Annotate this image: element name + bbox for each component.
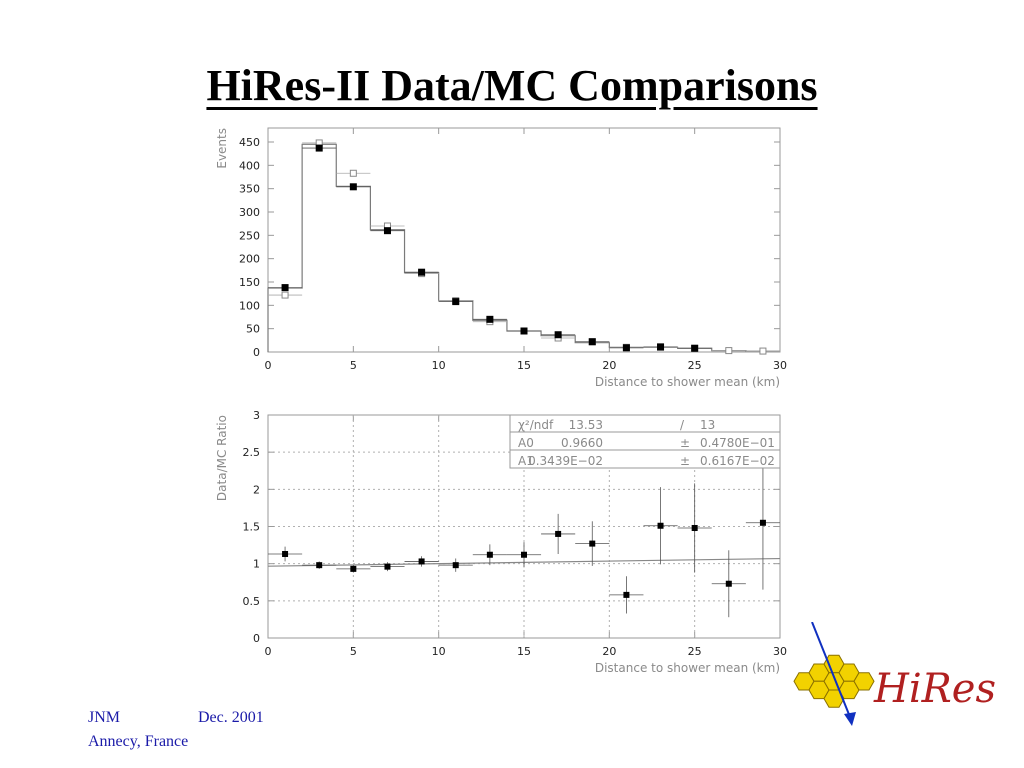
ratio-point — [691, 524, 698, 531]
data-point — [622, 344, 630, 352]
y-axis-label: Events — [215, 128, 229, 169]
footer-date: Dec. 2001 — [198, 709, 264, 726]
fit-stats-box: χ²/ndf 13.53 / 13 A0 0.9660 ±0.4780E−01 A10.343… — [509, 414, 781, 469]
ratio-point — [759, 519, 766, 526]
fit-stats-frame — [509, 414, 781, 469]
y-tick-label: 1.5 — [243, 521, 261, 534]
ratio-point — [282, 551, 289, 558]
y-tick-label: 3 — [253, 409, 260, 422]
data-point — [588, 338, 596, 346]
fit-stats-cell: 0.9660 — [561, 436, 603, 450]
slide-title: HiRes-II Data/MC Comparisons — [206, 61, 818, 110]
y-tick-label: 350 — [239, 183, 260, 196]
x-tick-label: 10 — [432, 359, 446, 372]
data-point — [554, 331, 562, 339]
fit-stats-cell: 0.3439E−02 — [528, 454, 603, 468]
y-tick-label: 450 — [239, 136, 260, 149]
y-tick-label: 0 — [253, 632, 260, 645]
fit-stats-cell: ± — [680, 436, 690, 450]
x-axis-label: Distance to shower mean (km) — [595, 661, 780, 675]
ratio-point — [316, 562, 323, 569]
ratio-point — [555, 530, 562, 537]
logo-text: HiRes — [873, 666, 996, 712]
data-point — [452, 298, 460, 306]
x-axis-label: Distance to shower mean (km) — [595, 375, 780, 389]
mc-point — [349, 169, 357, 177]
x-tick-label: 20 — [602, 645, 616, 658]
x-tick-label: 10 — [432, 645, 446, 658]
ratio-point — [384, 563, 391, 570]
mc-point — [281, 291, 289, 299]
hires-logo: HiRes — [793, 622, 996, 726]
plot-frame — [267, 127, 781, 353]
mc-histogram-line — [267, 143, 780, 352]
data-point — [657, 343, 665, 351]
ratio-point — [657, 522, 664, 529]
data-point — [281, 284, 289, 292]
y-tick-label: 100 — [239, 299, 260, 312]
x-tick-label: 5 — [350, 359, 357, 372]
footer-author: JNM — [88, 709, 121, 726]
y-tick-label: 200 — [239, 253, 260, 266]
ratio-point — [623, 591, 630, 598]
fit-stats-cell: 13.53 — [569, 418, 603, 432]
x-tick-label: 0 — [265, 645, 272, 658]
x-tick-label: 30 — [773, 645, 787, 658]
y-tick-label: 150 — [239, 276, 260, 289]
data-point — [486, 315, 494, 323]
fit-stats-cell: 0.4780E−01 — [700, 436, 775, 450]
y-axis-label: Data/MC Ratio — [215, 415, 229, 501]
x-tick-label: 5 — [350, 645, 357, 658]
y-tick-label: 2.5 — [243, 446, 261, 459]
data-point — [383, 227, 391, 235]
y-tick-label: 400 — [239, 159, 260, 172]
data-point — [520, 327, 528, 335]
fit-stats-cell: A0 — [518, 436, 534, 450]
y-tick-label: 0.5 — [243, 595, 261, 608]
ratio-point — [725, 580, 732, 587]
logo-arrow-head — [844, 712, 856, 726]
fit-stats-cell: / — [680, 418, 685, 432]
ratio-point — [521, 551, 527, 558]
charts-area: 0 5 10 15 20 25 30050100150200250300350400450D… — [215, 127, 787, 675]
fit-stats-cell: A1 — [518, 454, 534, 468]
ratio-point — [589, 540, 596, 547]
fit-stats-cell: 0.6167E−02 — [700, 454, 775, 468]
fit-stats-cell: χ²/ndf — [518, 418, 554, 432]
ratio-chart: 0 5 10 15 20 25 30 0 0.5 1 1.5 2 2.5 3 Distance to sho… — [215, 409, 787, 675]
y-tick-label: 0 — [253, 346, 260, 359]
mc-point — [759, 347, 767, 355]
ratio-point — [452, 562, 459, 569]
x-tick-label: 25 — [688, 359, 702, 372]
logo-arrow-line — [811, 622, 853, 723]
x-tick-label: 0 — [265, 359, 272, 372]
data-point — [315, 144, 323, 152]
data-point — [418, 268, 426, 276]
ratio-point — [350, 565, 357, 572]
y-tick-label: 50 — [246, 323, 260, 336]
x-tick-label: 25 — [688, 645, 702, 658]
y-tick-label: 2 — [253, 483, 260, 496]
y-tick-label: 1 — [253, 558, 260, 571]
data-point — [349, 183, 357, 191]
events-histogram-chart: 0 5 10 15 20 25 30050100150200250300350400450D… — [215, 127, 787, 389]
footer-location: Annecy, France — [88, 733, 189, 750]
x-tick-label: 15 — [517, 359, 531, 372]
x-tick-label: 30 — [773, 359, 787, 372]
y-tick-label: 300 — [239, 206, 260, 219]
fit-stats-cell: ± — [680, 454, 690, 468]
ratio-point — [418, 558, 425, 565]
x-tick-label: 15 — [517, 645, 531, 658]
x-tick-label: 20 — [602, 359, 616, 372]
ratio-point — [486, 551, 493, 558]
data-point — [691, 344, 699, 352]
mc-point — [725, 347, 733, 355]
fit-stats-cell: 13 — [700, 418, 715, 432]
y-tick-label: 250 — [239, 229, 260, 242]
logo-mirror-hexagon — [853, 672, 875, 691]
